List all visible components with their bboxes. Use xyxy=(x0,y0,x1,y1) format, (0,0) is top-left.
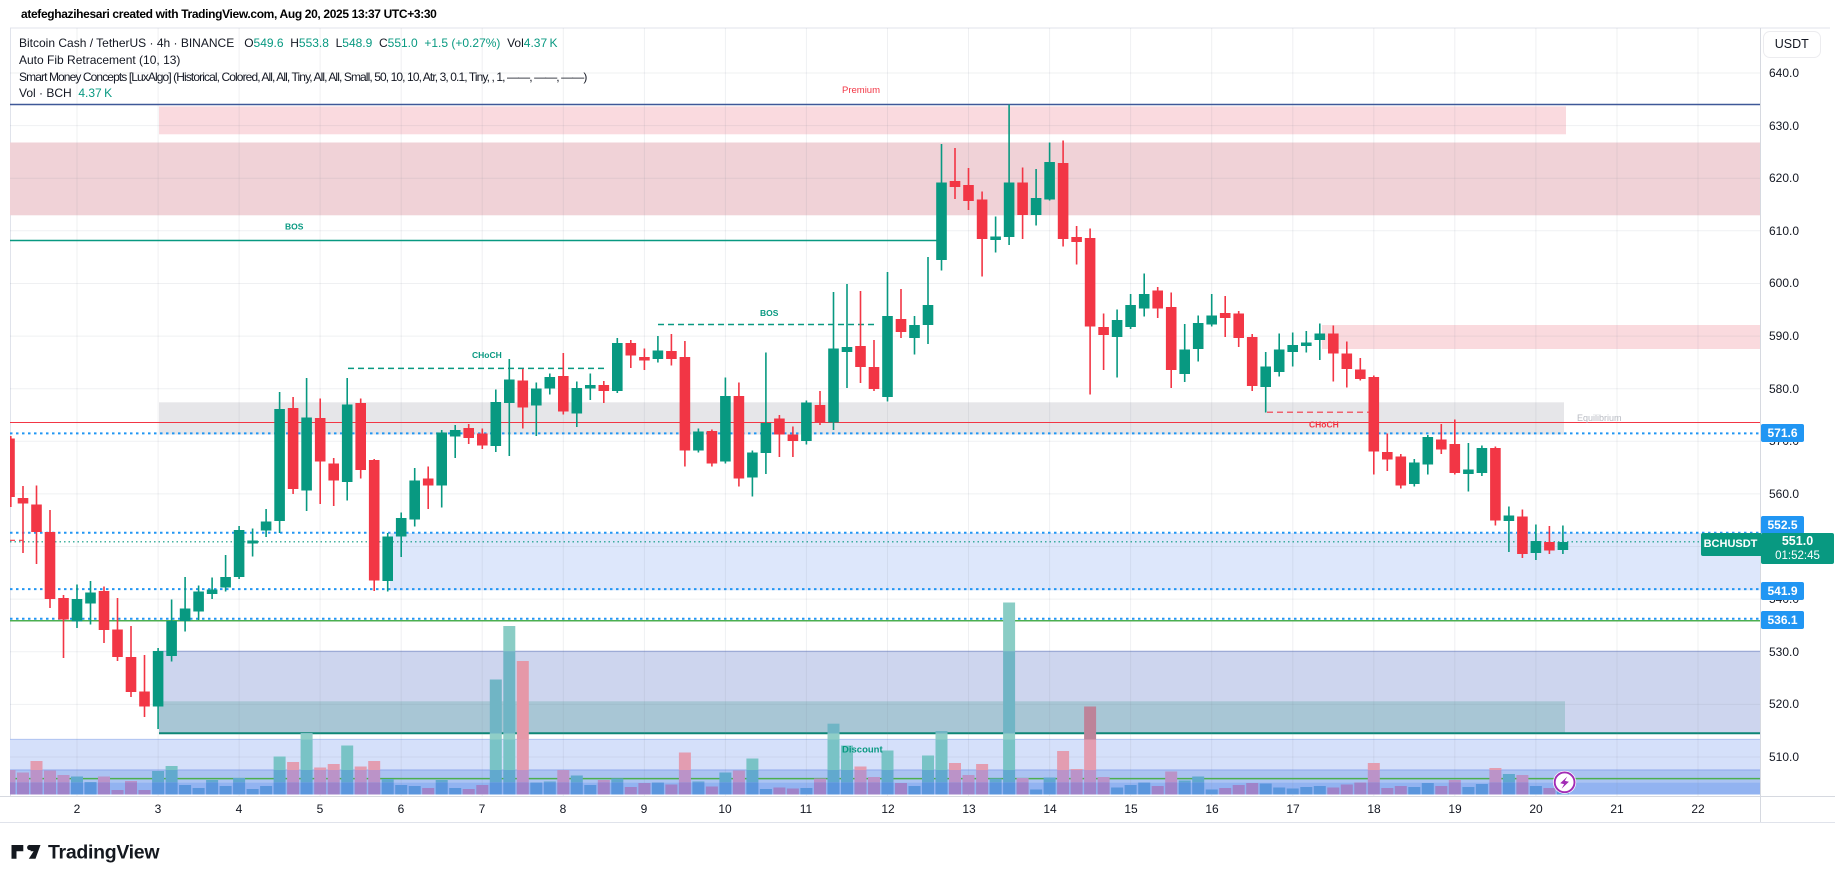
svg-text:BOS: BOS xyxy=(760,308,779,318)
svg-text:BOS: BOS xyxy=(285,222,304,232)
svg-text:Discount: Discount xyxy=(842,745,883,756)
svg-text:Premium: Premium xyxy=(842,85,880,96)
svg-text:TradingView: TradingView xyxy=(48,842,160,864)
svg-text:Equilibrium: Equilibrium xyxy=(1577,413,1622,423)
svg-text:CHoCH: CHoCH xyxy=(1309,420,1339,430)
svg-text:CHoCH: CHoCH xyxy=(472,350,502,360)
